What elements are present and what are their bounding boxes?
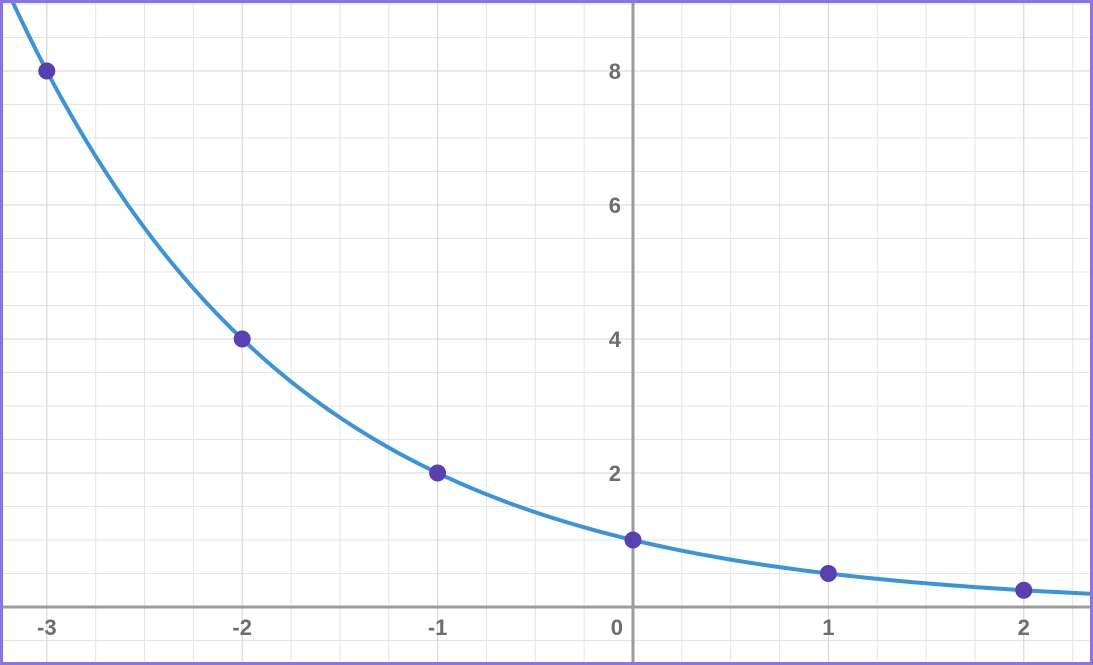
x-tick-label: 1 [822,615,834,640]
data-point [820,566,836,582]
x-tick-label: 0 [611,615,623,640]
data-point [430,465,446,481]
y-tick-label: 2 [609,461,621,486]
x-tick-label: -3 [37,615,57,640]
data-point [1016,582,1032,598]
x-tick-label: -2 [232,615,252,640]
data-point [234,331,250,347]
exponential-decay-chart: -3 -2 -1 0 1 2 2 4 6 8 [0,0,1093,665]
x-tick-label: -1 [428,615,448,640]
y-tick-label: 6 [609,193,621,218]
y-tick-label: 4 [609,327,622,352]
data-point [39,63,55,79]
chart-svg: -3 -2 -1 0 1 2 2 4 6 8 [0,0,1093,665]
data-point [625,532,641,548]
x-tick-label: 2 [1018,615,1030,640]
y-tick-label: 8 [609,59,621,84]
